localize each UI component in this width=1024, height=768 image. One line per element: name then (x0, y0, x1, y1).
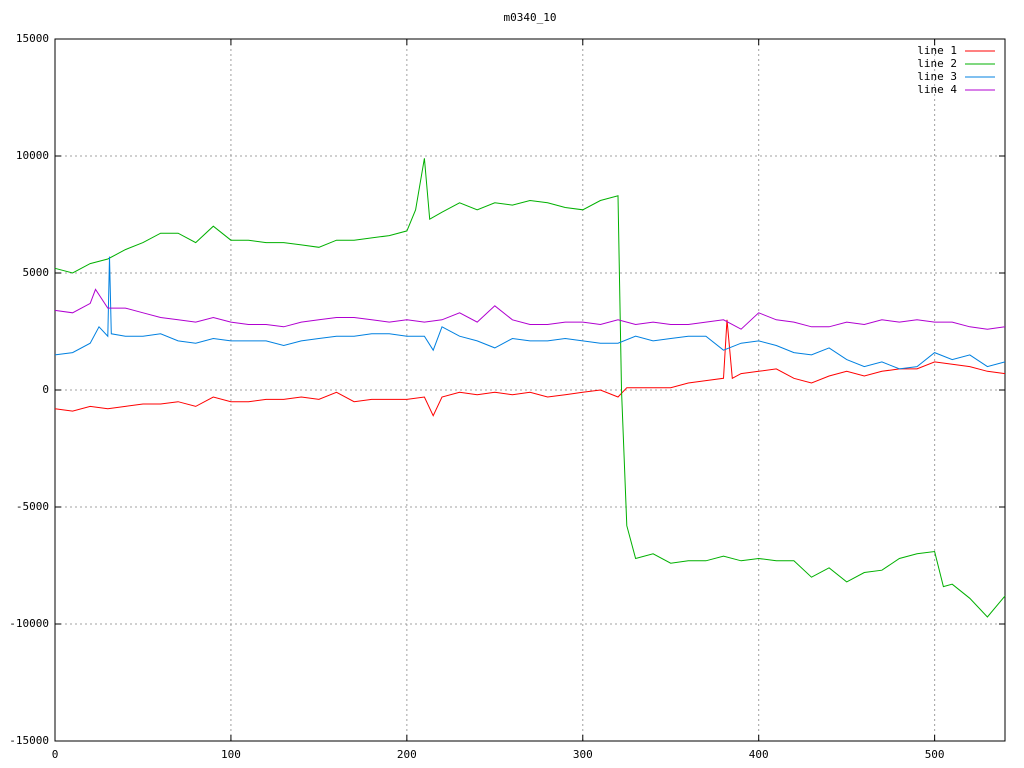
legend-label: line 1 (917, 44, 957, 57)
y-tick-label: -10000 (9, 617, 49, 630)
data-line (54, 158, 1006, 618)
plot-frame (54, 38, 1006, 742)
data-line (54, 319, 1006, 417)
legend-label: line 4 (917, 83, 957, 96)
data-line (54, 256, 1006, 370)
legend-label: line 3 (917, 70, 957, 83)
y-tick-label: -15000 (9, 734, 49, 747)
y-tick-label: 5000 (23, 266, 50, 279)
x-tick-label: 100 (221, 748, 241, 761)
x-tick-label: 300 (573, 748, 593, 761)
data-line (54, 288, 1006, 330)
x-tick-label: 200 (397, 748, 417, 761)
chart-title: m0340_10 (504, 11, 557, 24)
y-tick-label: 10000 (16, 149, 49, 162)
x-tick-label: 400 (749, 748, 769, 761)
y-tick-label: 15000 (16, 32, 49, 45)
x-tick-label: 500 (925, 748, 945, 761)
y-tick-label: 0 (42, 383, 49, 396)
y-tick-label: -5000 (16, 500, 49, 513)
legend-label: line 2 (917, 57, 957, 70)
x-tick-label: 0 (52, 748, 59, 761)
